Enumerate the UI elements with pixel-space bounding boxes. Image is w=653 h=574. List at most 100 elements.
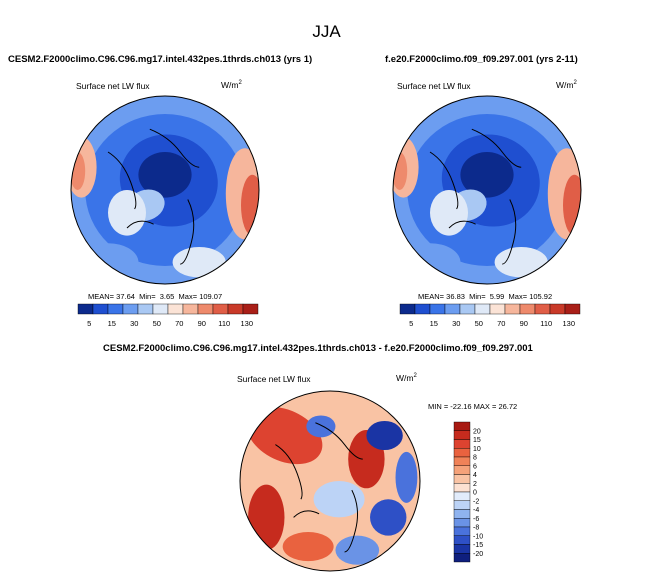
map-field-patch bbox=[494, 247, 548, 278]
colorbar-swatch bbox=[459, 303, 476, 315]
colorbar-label: 6 bbox=[473, 463, 477, 470]
colorbar-label: 2 bbox=[473, 481, 477, 488]
colorbar-swatch bbox=[414, 303, 431, 315]
colorbar-swatch bbox=[453, 509, 471, 519]
colorbar-label: 90 bbox=[198, 319, 206, 328]
colorbar-swatch bbox=[122, 303, 139, 315]
colorbar-swatch bbox=[453, 430, 471, 440]
map-field-patch bbox=[77, 243, 139, 282]
coastline bbox=[149, 128, 200, 168]
colorbar-swatch bbox=[453, 544, 471, 554]
map-field-patch bbox=[366, 420, 403, 451]
coastline bbox=[344, 489, 359, 553]
colorbar-label: 4 bbox=[473, 472, 477, 479]
map-field-patch bbox=[399, 243, 461, 282]
colorbar-swatch bbox=[137, 303, 154, 315]
panel3-title: CESM2.F2000climo.C96.C96.mg17.intel.432p… bbox=[103, 343, 533, 354]
map-border bbox=[239, 390, 421, 572]
colorbar-swatch bbox=[92, 303, 109, 315]
colorbar-label: 15 bbox=[430, 319, 438, 328]
colorbar-label: 10 bbox=[473, 446, 481, 453]
colorbar-swatch bbox=[182, 303, 199, 315]
colorbar-swatch bbox=[549, 303, 566, 315]
colorbar-swatch bbox=[534, 303, 551, 315]
panel2-units: W/m2 bbox=[556, 80, 577, 90]
map-field-patch bbox=[138, 152, 192, 198]
map-border bbox=[392, 95, 582, 285]
colorbar-swatch bbox=[152, 303, 169, 315]
colorbar-swatch bbox=[227, 303, 244, 315]
colorbar-swatch bbox=[212, 303, 229, 315]
map-field-patch bbox=[313, 481, 365, 518]
colorbar-swatch bbox=[564, 303, 581, 315]
colorbar-label: 110 bbox=[218, 319, 230, 328]
colorbar-label: -20 bbox=[473, 551, 483, 558]
panel3-map bbox=[239, 390, 421, 572]
colorbar-swatch bbox=[453, 526, 471, 536]
colorbar-label: 0 bbox=[473, 490, 477, 497]
panel3-units: W/m2 bbox=[396, 373, 417, 383]
colorbar-swatch bbox=[242, 303, 259, 315]
colorbar-swatch bbox=[453, 474, 471, 484]
map-field-patch bbox=[108, 190, 146, 236]
colorbar-label: -10 bbox=[473, 533, 483, 540]
colorbar-swatch bbox=[399, 303, 416, 315]
panel1-units: W/m2 bbox=[221, 80, 242, 90]
colorbar-swatch bbox=[453, 456, 471, 466]
panel1-map bbox=[70, 95, 260, 285]
panel2-colorbar: 5 15 30 50 70 90 110 130 bbox=[399, 303, 581, 328]
colorbar-label: -6 bbox=[473, 516, 479, 523]
colorbar-swatch bbox=[453, 553, 471, 563]
map-field-patch bbox=[71, 152, 86, 190]
colorbar-label: 90 bbox=[520, 319, 528, 328]
map-field-patch bbox=[393, 152, 408, 190]
panel1-variable: Surface net LW flux bbox=[76, 81, 150, 91]
colorbar-swatch bbox=[453, 491, 471, 501]
panel3-stats: MIN = -22.16 MAX = 26.72 bbox=[428, 402, 518, 411]
colorbar-swatch bbox=[474, 303, 491, 315]
panel3-variable: Surface net LW flux bbox=[237, 374, 311, 384]
panel1-stats: MEAN= 37.64 Min= 3.65 Max= 109.07 bbox=[88, 292, 223, 301]
map-field-patch bbox=[370, 499, 407, 536]
colorbar-swatch bbox=[453, 465, 471, 475]
coastline bbox=[502, 199, 517, 265]
panel1-colorbar: 5 15 30 50 70 90 110 130 bbox=[77, 303, 259, 328]
colorbar-swatch bbox=[167, 303, 184, 315]
colorbar-swatch bbox=[77, 303, 94, 315]
colorbar-label: -2 bbox=[473, 498, 479, 505]
colorbar-label: 110 bbox=[540, 319, 552, 328]
colorbar-label: 20 bbox=[473, 428, 481, 435]
coastline bbox=[471, 128, 522, 168]
colorbar-label: -8 bbox=[473, 525, 479, 532]
colorbar-label: 30 bbox=[452, 319, 460, 328]
colorbar-label: 130 bbox=[240, 319, 253, 328]
panel2-variable: Surface net LW flux bbox=[397, 81, 471, 91]
colorbar-swatch bbox=[453, 500, 471, 510]
colorbar-swatch bbox=[107, 303, 124, 315]
colorbar-swatch bbox=[444, 303, 461, 315]
panel1-title: CESM2.F2000climo.C96.C96.mg17.intel.432p… bbox=[8, 54, 313, 65]
colorbar-label: -4 bbox=[473, 507, 479, 514]
page-title: JJA bbox=[312, 22, 341, 41]
colorbar-label: 15 bbox=[473, 437, 481, 444]
colorbar-swatch bbox=[429, 303, 446, 315]
coastline bbox=[126, 220, 154, 229]
colorbar-swatch bbox=[453, 448, 471, 458]
coastline bbox=[429, 151, 459, 210]
panel2-stats: MEAN= 36.83 Min= 5.99 Max= 105.92 bbox=[418, 292, 553, 301]
colorbar-label: 8 bbox=[473, 455, 477, 462]
colorbar-swatch bbox=[504, 303, 521, 315]
panel2-title: f.e20.F2000climo.f09_f09.297.001 (yrs 2-… bbox=[385, 54, 578, 65]
panel2-map bbox=[392, 95, 582, 285]
colorbar-label: 15 bbox=[108, 319, 116, 328]
map-field-patch bbox=[306, 415, 336, 438]
colorbar-label: 30 bbox=[130, 319, 138, 328]
coastline bbox=[293, 510, 320, 518]
colorbar-label: 70 bbox=[497, 319, 505, 328]
colorbar-swatch bbox=[453, 518, 471, 528]
map-field-patch bbox=[335, 535, 380, 565]
colorbar-label: 50 bbox=[153, 319, 161, 328]
colorbar-label: 70 bbox=[175, 319, 183, 328]
colorbar-label: 5 bbox=[87, 319, 91, 328]
